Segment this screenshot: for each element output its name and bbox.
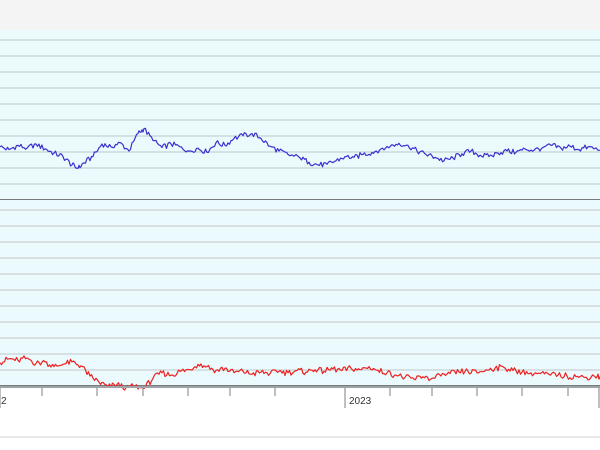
lower-panel xyxy=(0,200,600,391)
series-line-red xyxy=(0,355,600,391)
panel-background xyxy=(0,200,600,386)
top-margin-area xyxy=(0,0,600,30)
x-tick-label-left: 2 xyxy=(1,396,7,407)
upper-panel xyxy=(0,30,600,201)
x-axis xyxy=(0,386,600,408)
panel-background xyxy=(0,30,600,200)
series-line-blue xyxy=(0,127,600,170)
x-tick-label-2023: 2023 xyxy=(349,396,372,407)
x-axis-line xyxy=(0,386,600,388)
